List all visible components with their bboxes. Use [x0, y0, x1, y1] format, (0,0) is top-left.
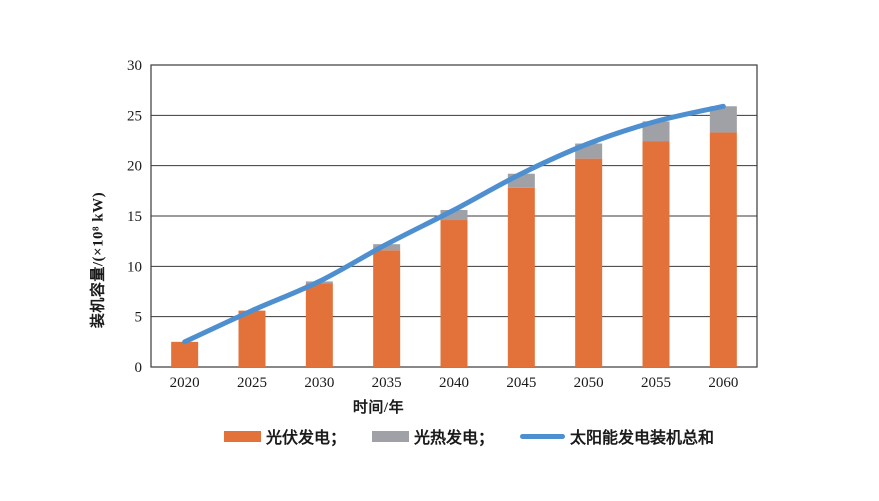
bar-csp-2040 [440, 209, 468, 221]
x-axis-title: 时间/年 [352, 400, 405, 416]
x-tick-label-2060: 2060 [708, 375, 738, 391]
x-tick-label-2030: 2030 [304, 375, 334, 391]
x-tick-label-2025: 2025 [237, 375, 267, 391]
legend-label-pv: 光伏发电； [266, 430, 347, 447]
legend-label-total: 太阳能发电装机总和 [570, 430, 715, 447]
y-tick-label-10: 10 [127, 259, 142, 275]
x-tick-label-2055: 2055 [641, 375, 671, 391]
x-tick-label-2035: 2035 [372, 375, 402, 391]
bar-pv-2025 [238, 310, 266, 367]
bar-pv-2060 [709, 132, 737, 367]
bar-pv-2020 [171, 341, 199, 367]
pv-bar-swatch-icon [224, 430, 261, 442]
legend-item-pv: 光伏发电； [224, 424, 346, 448]
y-tick-label-25: 25 [127, 108, 142, 124]
legend-item-total: 太阳能发电装机总和 [520, 424, 714, 448]
bar-pv-2050 [575, 158, 603, 367]
y-tick-label-30: 30 [127, 58, 142, 74]
bar-pv-2045 [507, 187, 535, 367]
csp-bar-swatch-icon [372, 430, 410, 442]
bar-csp-2035 [373, 244, 401, 251]
legend: 光伏发电； 光热发电； 太阳能发电装机总和 [224, 424, 714, 448]
y-axis-title: 装机容量/(×10⁸ kW) [90, 191, 107, 329]
bar-pv-2055 [642, 141, 670, 367]
x-tick-label-2045: 2045 [506, 375, 536, 391]
legend-label-csp: 光热发电； [414, 430, 495, 447]
legend-item-csp: 光热发电； [372, 424, 494, 448]
x-tick-label-2040: 2040 [439, 375, 469, 391]
x-tick-label-2050: 2050 [574, 375, 604, 391]
total-line-swatch-icon [520, 433, 566, 439]
y-tick-label-5: 5 [135, 310, 143, 326]
x-tick-label-2020: 2020 [170, 375, 200, 391]
total-line-series [182, 103, 726, 345]
y-tick-label-0: 0 [135, 360, 143, 376]
y-tick-label-15: 15 [127, 209, 142, 225]
bar-csp-2055 [642, 121, 670, 142]
bar-pv-2030 [305, 283, 333, 367]
y-tick-label-20: 20 [127, 159, 142, 175]
bar-pv-2040 [440, 220, 468, 367]
bar-pv-2035 [373, 250, 401, 367]
